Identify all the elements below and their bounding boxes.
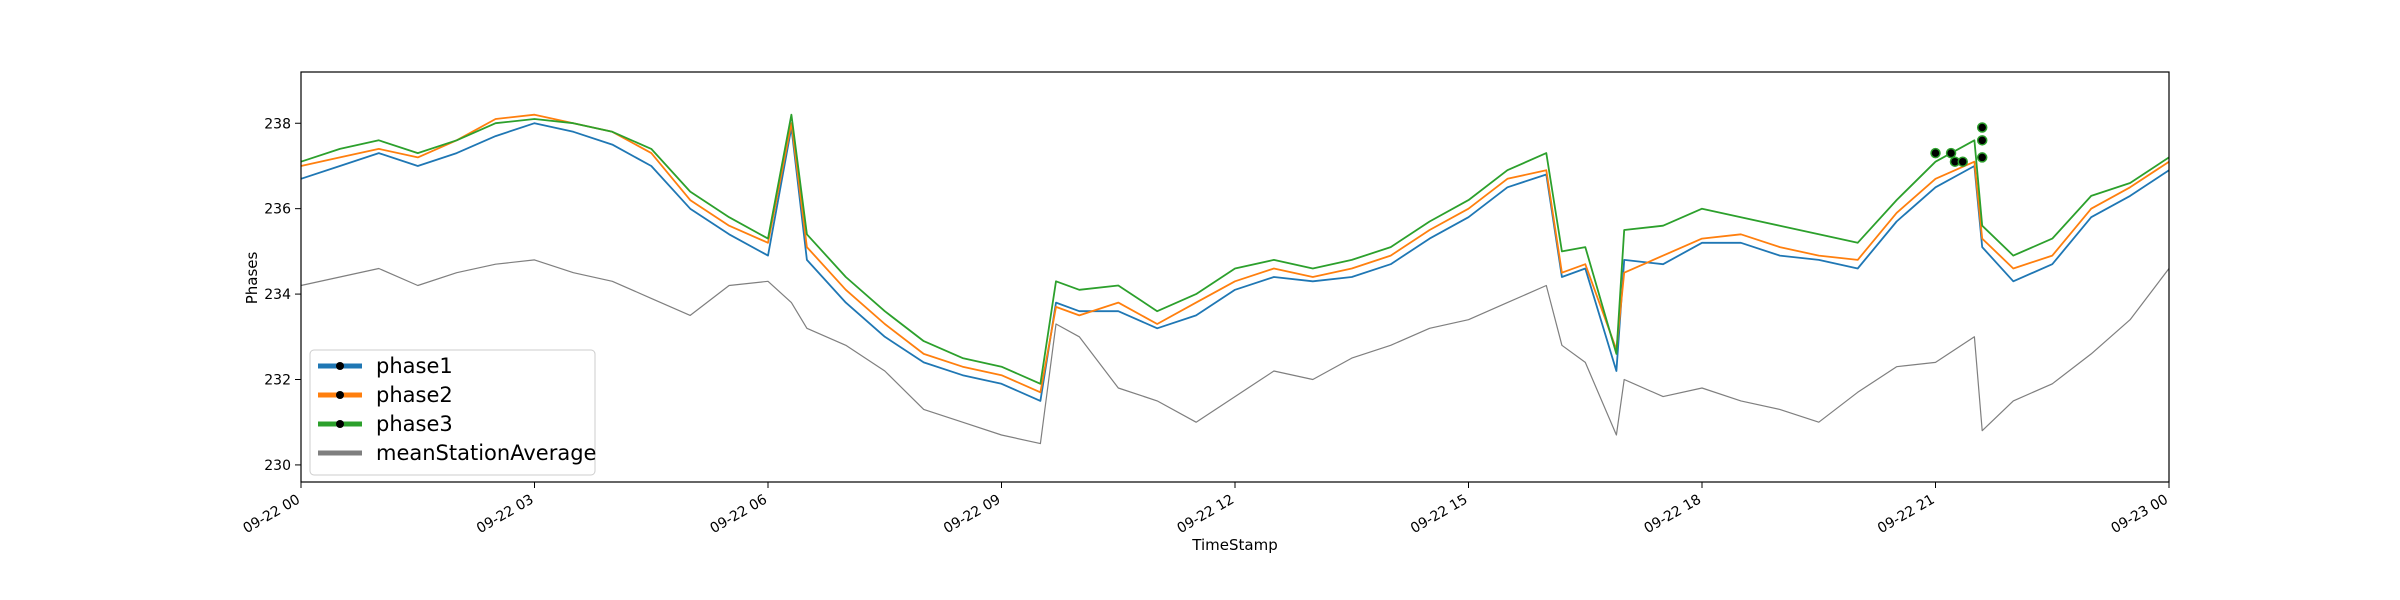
legend-marker-phase2: [336, 391, 344, 399]
series-line-phase3: [300, 113, 2170, 385]
x-axis-label: TimeStamp: [1191, 536, 1277, 554]
y-tick-label: 236: [264, 202, 291, 218]
anomaly-marker: [1976, 152, 1988, 163]
legend-label-meanStationAverage: meanStationAverage: [376, 441, 596, 465]
anomaly-marker: [1976, 122, 1988, 133]
y-axis-label: Phases: [243, 252, 261, 305]
y-tick-label: 232: [264, 373, 291, 389]
series-line-phase1: [300, 122, 2170, 402]
legend-label-phase1: phase1: [376, 354, 453, 378]
anomaly-marker: [1957, 156, 1968, 167]
legend-marker-phase1: [336, 362, 344, 370]
plot-area: [300, 113, 2170, 445]
marker-layer: [1930, 122, 1988, 167]
series-line-phase2: [300, 113, 2170, 394]
legend: phase1 phase2 phase3 meanStationAverage: [309, 349, 596, 476]
y-tick-label: 238: [264, 116, 291, 132]
legend-marker-phase3: [336, 420, 344, 428]
anomaly-marker: [1930, 147, 1941, 159]
series-line-meanStationAverage: [300, 259, 2170, 445]
anomaly-marker: [1976, 135, 1988, 146]
y-tick-label: 230: [264, 458, 291, 474]
legend-label-phase2: phase2: [376, 383, 453, 407]
legend-label-phase3: phase3: [376, 412, 453, 436]
y-tick-label: 234: [264, 287, 291, 303]
anomaly-marker: [1945, 147, 1957, 159]
legend-box: [309, 349, 596, 476]
y-axis: 230 232 234 236 238: [264, 116, 301, 474]
